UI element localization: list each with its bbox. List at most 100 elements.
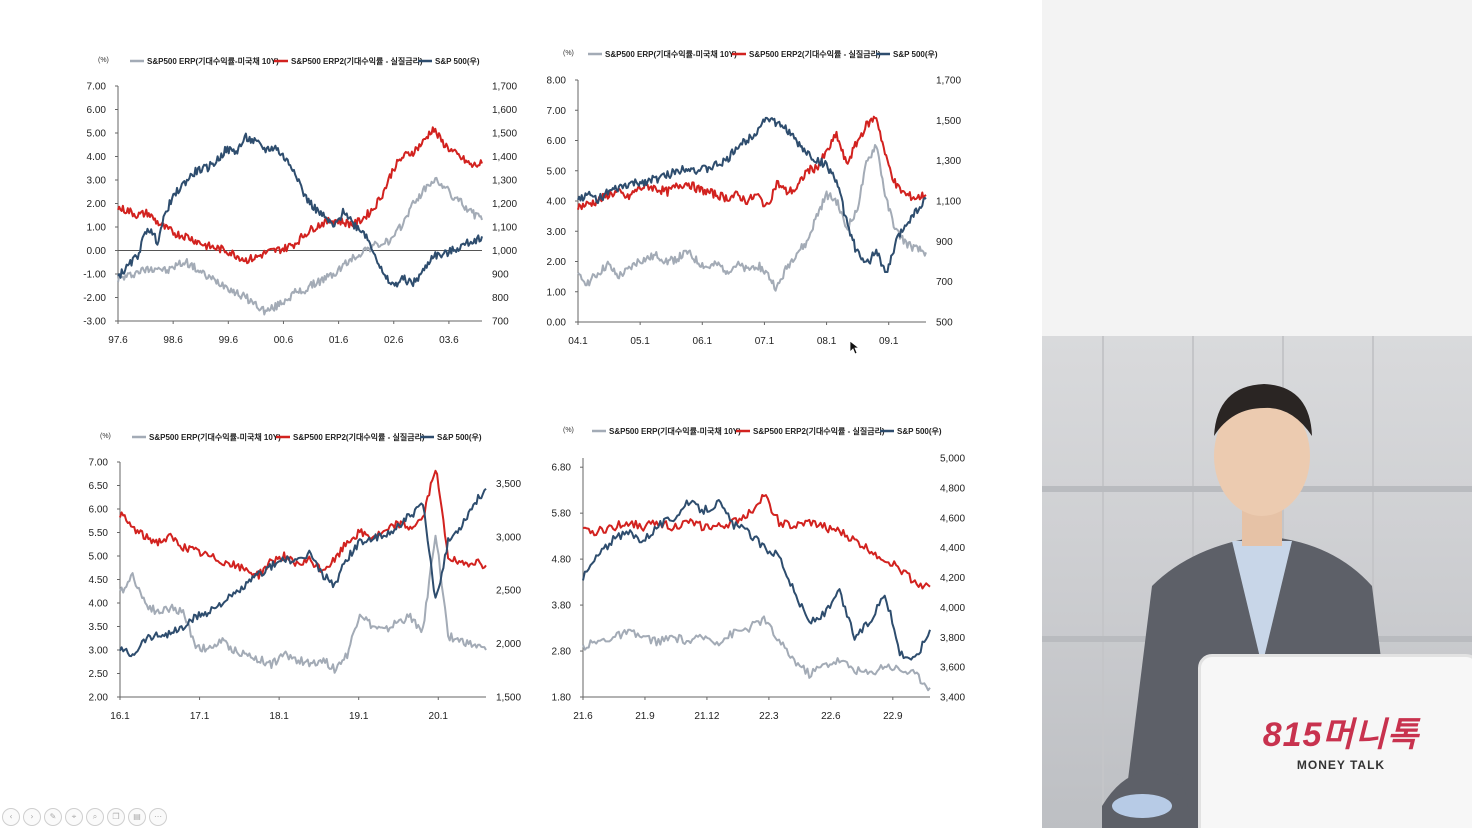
x-tick-label: 22.9 bbox=[883, 711, 903, 722]
y-tick-label-left: 4.00 bbox=[547, 197, 567, 208]
y-tick-label-left: 3.00 bbox=[87, 176, 107, 187]
series-line-erp2 bbox=[117, 126, 483, 265]
x-tick-label: 07.1 bbox=[755, 336, 775, 347]
y-tick-label-left: 4.80 bbox=[552, 555, 572, 566]
y-tick-label-left: 2.80 bbox=[552, 647, 572, 658]
laptop: 815머니톡 MONEY TALK bbox=[1198, 654, 1472, 828]
y-tick-label-left: 6.80 bbox=[552, 463, 572, 474]
x-tick-label: 16.1 bbox=[110, 711, 130, 722]
more-icon[interactable]: ⋯ bbox=[149, 808, 167, 826]
y-tick-label-left: 2.00 bbox=[547, 257, 567, 268]
series-line-sp bbox=[119, 487, 487, 658]
nav-prev-icon[interactable]: ‹ bbox=[2, 808, 20, 826]
y-tick-label-right: 700 bbox=[936, 277, 953, 288]
series-line-erp2 bbox=[577, 115, 927, 211]
y-tick-label-right: 4,600 bbox=[940, 513, 965, 524]
y-tick-label-right: 4,000 bbox=[940, 603, 965, 614]
y-tick-label-right: 3,500 bbox=[496, 479, 521, 490]
y-tick-label-left: 8.00 bbox=[547, 76, 567, 87]
x-tick-label: 97.6 bbox=[108, 335, 128, 346]
slides-icon[interactable]: ▤ bbox=[128, 808, 146, 826]
y-tick-label-left: 6.00 bbox=[89, 505, 109, 516]
chart-1: -3.00 -2.00 -1.00 0.00 1.00 2.00 3.00 4.00 5.00 6… bbox=[83, 56, 517, 346]
x-tick-label: 08.1 bbox=[817, 336, 837, 347]
chart-3: 2.00 2.50 3.00 3.50 4.00 4.50 5.00 5.50 6.00 6.50… bbox=[89, 432, 522, 722]
y-tick-label-right: 1,500 bbox=[496, 693, 521, 704]
unit-label: (%) bbox=[563, 427, 574, 434]
zoom-icon[interactable]: ⌕ bbox=[86, 808, 104, 826]
y-tick-label-left: 1.00 bbox=[87, 223, 107, 234]
chart-2: 0.00 1.00 2.00 3.00 4.00 5.00 6.00 7.00 8.00 500 7… bbox=[547, 49, 962, 347]
x-tick-label: 17.1 bbox=[190, 711, 210, 722]
y-tick-label-left: 7.00 bbox=[87, 82, 107, 93]
x-tick-label: 03.6 bbox=[439, 335, 459, 346]
copy-icon[interactable]: ❐ bbox=[107, 808, 125, 826]
y-tick-label-left: 7.00 bbox=[89, 458, 109, 469]
y-tick-label-right: 3,400 bbox=[940, 693, 965, 704]
y-tick-label-left: 5.00 bbox=[87, 129, 107, 140]
y-tick-label-right: 1,100 bbox=[492, 223, 517, 234]
y-tick-label-left: 5.80 bbox=[552, 509, 572, 520]
x-tick-label: 19.1 bbox=[349, 711, 369, 722]
nav-next-icon[interactable]: › bbox=[23, 808, 41, 826]
y-tick-label-right: 1,300 bbox=[492, 176, 517, 187]
y-tick-label-left: 6.00 bbox=[87, 105, 107, 116]
y-tick-label-left: 6.00 bbox=[547, 136, 567, 147]
series-line-erp2 bbox=[582, 494, 931, 590]
series-line-sp bbox=[577, 116, 927, 273]
unit-label: (%) bbox=[563, 50, 574, 57]
x-tick-label: 18.1 bbox=[269, 711, 289, 722]
y-tick-label-left: 7.00 bbox=[547, 106, 567, 117]
series-line-erp bbox=[117, 176, 483, 316]
background-area bbox=[1042, 0, 1472, 336]
y-tick-label-right: 4,800 bbox=[940, 483, 965, 494]
x-tick-label: 01.6 bbox=[329, 335, 349, 346]
y-tick-label-right: 700 bbox=[492, 317, 509, 328]
y-tick-label-right: 1,100 bbox=[936, 197, 961, 208]
y-tick-label-right: 4,200 bbox=[940, 573, 965, 584]
y-tick-label-right: 4,400 bbox=[940, 543, 965, 554]
y-tick-label-right: 2,000 bbox=[496, 639, 521, 650]
y-tick-label-left: 3.80 bbox=[552, 601, 572, 612]
y-tick-label-right: 3,800 bbox=[940, 633, 965, 644]
x-tick-label: 02.6 bbox=[384, 335, 404, 346]
series-line-sp bbox=[117, 132, 483, 288]
y-tick-label-left: -2.00 bbox=[83, 293, 106, 304]
pen-icon[interactable]: ✎ bbox=[44, 808, 62, 826]
webcam-video: 815머니톡 MONEY TALK bbox=[1042, 336, 1472, 828]
brand-logo: 815머니톡 MONEY TALK bbox=[1261, 707, 1421, 807]
series-line-erp bbox=[577, 144, 927, 292]
x-tick-label: 99.6 bbox=[219, 335, 239, 346]
x-tick-label: 05.1 bbox=[630, 336, 650, 347]
y-tick-label-left: 0.00 bbox=[87, 246, 107, 257]
y-tick-label-right: 1,500 bbox=[492, 129, 517, 140]
mouse-pointer-icon bbox=[849, 340, 861, 360]
x-tick-label: 98.6 bbox=[163, 335, 183, 346]
y-tick-label-left: 5.00 bbox=[89, 552, 109, 563]
logo-main-text: 815머니톡 bbox=[1262, 716, 1420, 754]
x-tick-label: 22.6 bbox=[821, 711, 841, 722]
y-tick-label-left: 2.00 bbox=[87, 199, 107, 210]
y-tick-label-left: 2.00 bbox=[89, 693, 109, 704]
y-tick-label-right: 3,600 bbox=[940, 663, 965, 674]
y-tick-label-left: 4.00 bbox=[87, 152, 107, 163]
y-tick-label-left: 1.00 bbox=[547, 287, 567, 298]
y-tick-label-right: 1,700 bbox=[492, 82, 517, 93]
charts-panel: -3.00 -2.00 -1.00 0.00 1.00 2.00 3.00 4.00 5.00 6… bbox=[83, 49, 965, 722]
y-tick-label-right: 500 bbox=[936, 318, 953, 329]
x-tick-label: 04.1 bbox=[568, 336, 588, 347]
slide-canvas: -3.00 -2.00 -1.00 0.00 1.00 2.00 3.00 4.00 5.00 6… bbox=[0, 0, 1042, 828]
series-line-sp bbox=[582, 499, 931, 661]
y-tick-label-left: 1.80 bbox=[552, 693, 572, 704]
pointer-icon[interactable]: ⌖ bbox=[65, 808, 83, 826]
x-tick-label: 20.1 bbox=[429, 711, 449, 722]
legend-entry: S&P500 ERP2(기대수익률 - 실질금리) bbox=[753, 426, 885, 436]
x-tick-label: 09.1 bbox=[879, 336, 899, 347]
y-tick-label-left: 5.00 bbox=[547, 166, 567, 177]
legend-entry: S&P 500(우) bbox=[435, 57, 480, 66]
x-tick-label: 22.3 bbox=[759, 711, 779, 722]
y-tick-label-left: 4.50 bbox=[89, 575, 109, 586]
legend-entry: S&P500 ERP2(기대수익률 - 실질금리) bbox=[749, 49, 881, 59]
legend-entry: S&P 500(우) bbox=[893, 50, 938, 59]
y-tick-label-right: 1,600 bbox=[492, 105, 517, 116]
